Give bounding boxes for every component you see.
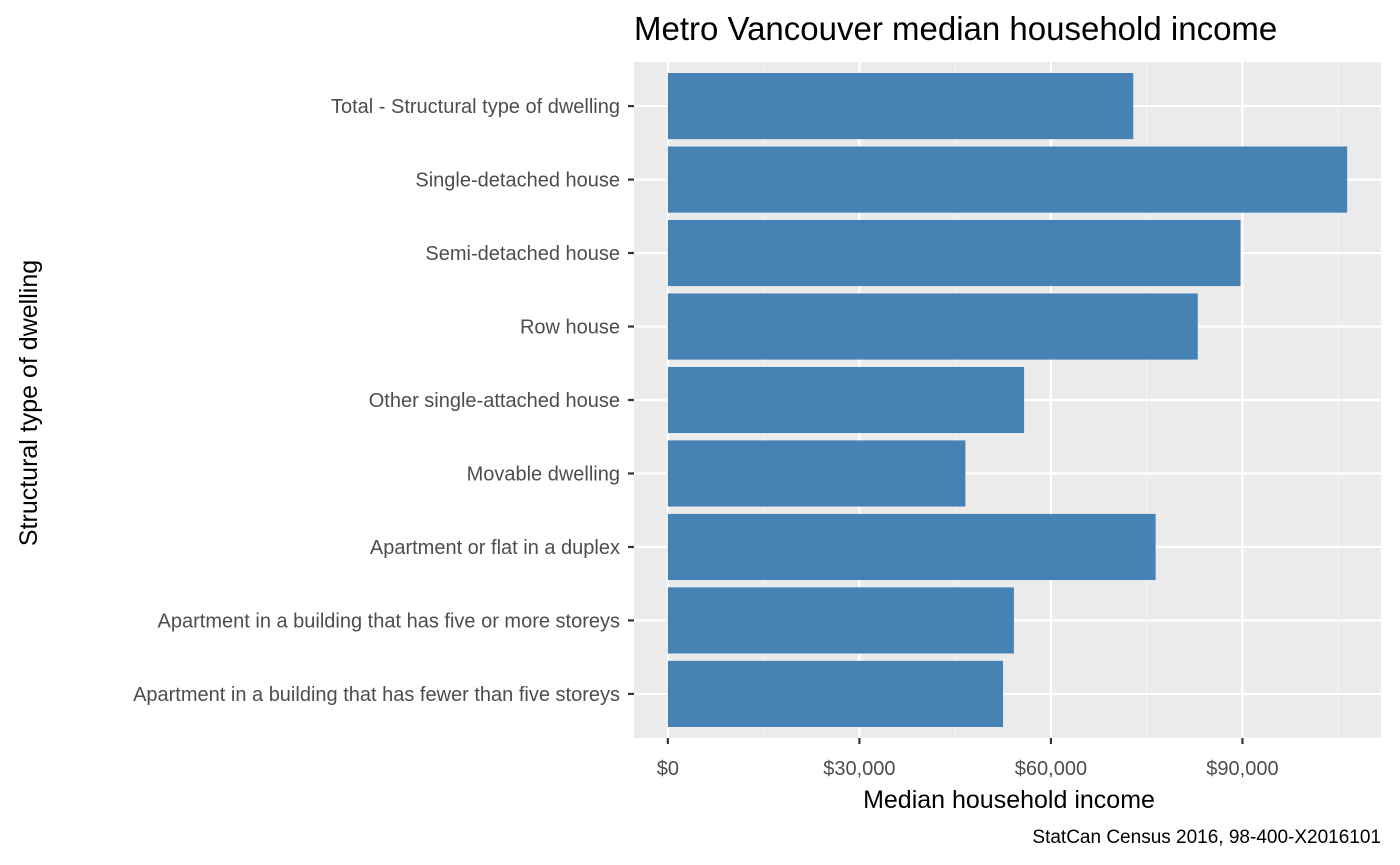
x-axis: $0 $30,000 $60,000 $90,000 xyxy=(657,738,1279,780)
y-tick-label: Other single-attached house xyxy=(369,390,620,412)
y-tick-label: Movable dwelling xyxy=(467,463,620,485)
y-tick-label: Apartment in a building that has five or… xyxy=(158,610,620,632)
bar xyxy=(667,513,1156,581)
y-axis: Total - Structural type of dwelling Singl… xyxy=(133,96,634,706)
y-tick-label: Single-detached house xyxy=(415,170,620,192)
y-tick-label: Semi-detached house xyxy=(425,243,620,265)
x-tick-label: $0 xyxy=(657,758,679,780)
x-axis-title: Median household income xyxy=(863,786,1155,814)
bar xyxy=(667,366,1025,434)
bar xyxy=(667,146,1348,213)
y-tick-label: Apartment in a building that has fewer t… xyxy=(133,684,620,706)
x-tick-label: $30,000 xyxy=(823,758,895,780)
y-tick-label: Row house xyxy=(520,317,620,339)
x-tick-label: $90,000 xyxy=(1206,758,1278,780)
bar xyxy=(667,440,966,507)
y-tick-label: Apartment or flat in a duplex xyxy=(370,537,620,559)
bar xyxy=(667,660,1004,727)
chart-title: Metro Vancouver median household income xyxy=(634,10,1277,47)
bars xyxy=(667,73,1348,727)
bar xyxy=(667,219,1241,287)
bar xyxy=(667,73,1134,140)
x-tick-label: $60,000 xyxy=(1015,758,1087,780)
chart-caption: StatCan Census 2016, 98-400-X2016101 xyxy=(1032,827,1381,848)
y-tick-label: Total - Structural type of dwelling xyxy=(331,96,620,118)
bar xyxy=(667,587,1014,654)
y-axis-title: Structural type of dwelling xyxy=(15,260,43,546)
bar xyxy=(667,293,1198,360)
